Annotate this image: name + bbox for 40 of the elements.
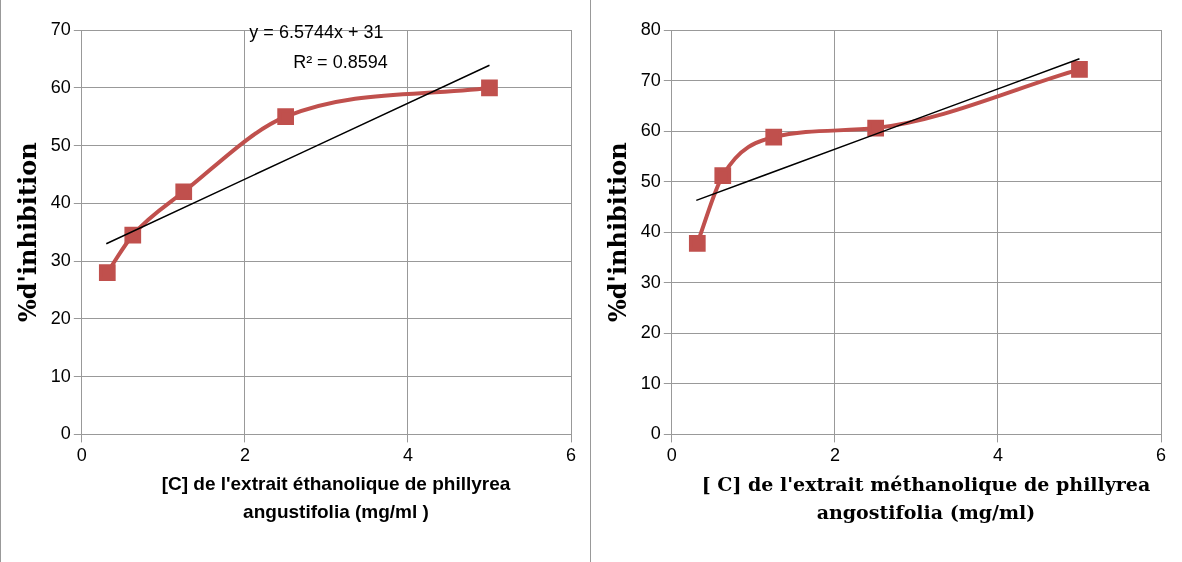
y-tick-label: 80 (640, 18, 661, 39)
y-axis-title: %d'inhibition (12, 142, 42, 323)
y-tick-label: 0 (60, 423, 71, 444)
point (765, 128, 783, 146)
y-tick-label: 70 (50, 18, 71, 39)
x-tick-label: 0 (666, 445, 677, 466)
y-tick-label: 50 (50, 134, 71, 155)
y-tick-label: 60 (640, 120, 661, 141)
y-tick-label: 70 (640, 69, 661, 90)
point (867, 119, 885, 137)
y-tick-label: 0 (650, 423, 661, 444)
y-tick-label: 40 (640, 221, 661, 242)
y-tick-label: 30 (50, 250, 71, 271)
point (277, 108, 295, 126)
y-tick-label: 30 (640, 271, 661, 292)
point (175, 183, 193, 201)
y-tick-label: 10 (640, 372, 661, 393)
y-tick-label: 40 (50, 192, 71, 213)
y-tick-label: 10 (50, 365, 71, 386)
x-tick-label: 6 (1155, 445, 1167, 466)
point (1071, 61, 1088, 78)
y-tick-label: 60 (50, 76, 71, 97)
x-tick-label: 4 (402, 445, 413, 466)
y-tick-label: 20 (640, 322, 661, 343)
x-tick-label: 0 (76, 445, 87, 466)
point (688, 234, 706, 252)
y-tick-label: 20 (50, 307, 71, 328)
x-tick-label: 4 (992, 445, 1003, 466)
y-tick-label: 50 (640, 170, 661, 191)
x-tick-label: 2 (829, 445, 840, 466)
annotation: R² = 0.8594 (293, 52, 388, 72)
x-tick-label: 2 (239, 445, 250, 466)
x-tick-label: 6 (565, 445, 577, 466)
point (98, 264, 116, 281)
point (481, 79, 498, 97)
annotation: y = 6.5744x + 31 (249, 22, 384, 42)
y-axis-title: %d'inhibition (602, 142, 632, 323)
point (714, 167, 732, 184)
x-axis-title: [ C] de l'extrait méthanolique de phillyrea angostifolia (mg/ml) (701, 472, 1151, 525)
x-axis-title: [C] de l'extrait éthanolique de phillyrea angustifolia (mg/ml ) (160, 472, 512, 524)
